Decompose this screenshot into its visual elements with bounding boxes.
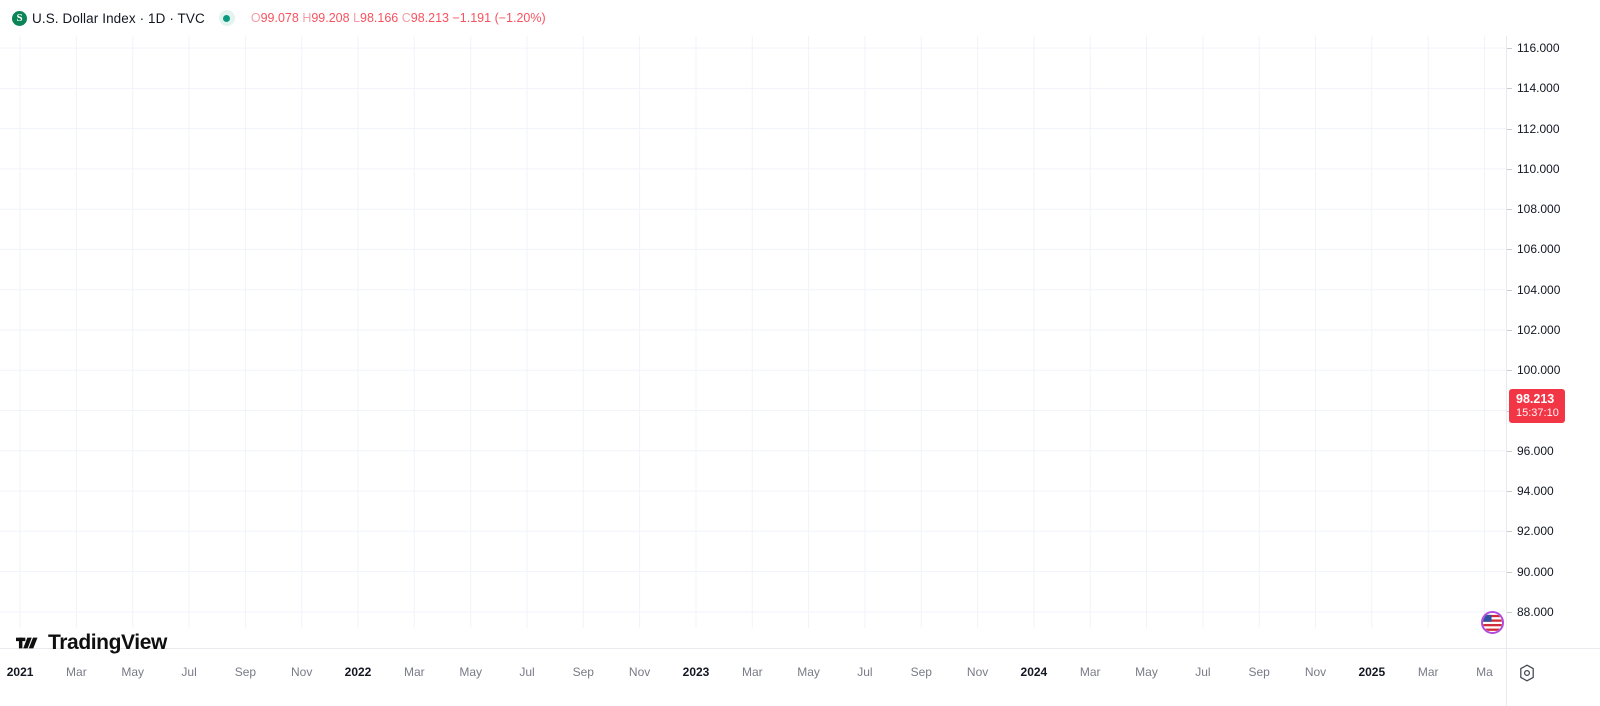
time-tick-month: May <box>1135 665 1158 679</box>
price-tick-label: 110.000 <box>1507 162 1560 176</box>
symbol-logo-icon: S <box>12 10 27 26</box>
ohlc-close-label: C <box>401 11 411 25</box>
time-tick-month: Mar <box>741 665 763 679</box>
tradingview-wordmark: TradingView <box>48 631 167 654</box>
ohlc-legend: O99.078 H99.208 L98.166 C98.213 −1.191 (… <box>251 11 546 25</box>
price-tick-label: 102.000 <box>1507 323 1560 337</box>
time-tick-year: 2024 <box>1020 665 1048 679</box>
tradingview-logo-icon <box>16 635 40 651</box>
price-tick-label: 100.000 <box>1507 363 1560 377</box>
current-price-line <box>0 36 1506 628</box>
price-axis[interactable]: 116.000 114.000 112.000 110.000 108.000 106.0… <box>1506 36 1600 648</box>
time-tick-month: Jul <box>519 665 535 679</box>
time-tick-month: Mar <box>1417 665 1439 679</box>
axis-corner <box>1506 648 1600 706</box>
time-tick-month: Sep <box>234 665 257 679</box>
time-tick-month: Sep <box>572 665 594 679</box>
time-tick-year: 2021 <box>6 665 34 679</box>
current-price-value: 98.213 <box>1516 392 1555 407</box>
price-tick-label: 116.000 <box>1507 41 1560 55</box>
chart-gridlines <box>0 36 1506 628</box>
time-axis[interactable]: 2021 Mar May Jul Sep Nov 2022 Mar May Jul Sep Nov 20… <box>0 648 1506 706</box>
time-tick-year: 2025 <box>1358 665 1386 679</box>
ohlc-open-value: 99.078 <box>260 11 299 25</box>
price-tick-label: 112.000 <box>1507 122 1560 136</box>
time-tick-month: Mar <box>403 665 425 679</box>
current-price-badge[interactable]: 98.213 15:37:10 <box>1509 389 1565 424</box>
tradingview-branding[interactable]: TradingView <box>16 631 167 655</box>
time-tick-month: Jul <box>857 665 873 679</box>
price-tick-label: 90.000 <box>1507 565 1554 579</box>
chart-header: S U.S. Dollar Index · 1D · TVC O99.078 H… <box>0 0 1600 36</box>
time-tick-month: Nov <box>1304 665 1327 679</box>
price-tick-label: 114.000 <box>1507 81 1560 95</box>
time-tick-month: Nov <box>966 665 989 679</box>
time-tick-month: Mar <box>1079 665 1101 679</box>
price-tick-label: 104.000 <box>1507 283 1560 297</box>
time-tick-year: 2022 <box>344 665 372 679</box>
time-tick-month: Nov <box>628 665 651 679</box>
price-tick-label: 106.000 <box>1507 242 1560 256</box>
ohlc-close-value: 98.213 <box>410 11 449 25</box>
ohlc-low-value: 98.166 <box>360 11 399 25</box>
time-tick-month: Jul <box>181 665 197 679</box>
time-tick-month: Nov <box>291 665 313 679</box>
time-tick-month: Ma <box>1476 665 1493 679</box>
price-tick-label: 92.000 <box>1507 524 1554 538</box>
time-tick-month: Jul <box>1195 665 1211 679</box>
chart-plot-area[interactable] <box>0 36 1506 628</box>
ohlc-open-label: O <box>250 11 261 25</box>
current-price-time: 15:37:10 <box>1516 406 1559 419</box>
us-flag-badge-icon[interactable] <box>1481 611 1504 634</box>
time-tick-month: May <box>121 665 145 679</box>
ohlc-high-value: 99.208 <box>311 11 350 25</box>
time-tick-month: Sep <box>1248 665 1270 679</box>
time-tick-month: Sep <box>910 665 932 679</box>
ohlc-change-percent: (−1.20%) <box>494 11 546 25</box>
market-status-dot-icon <box>218 10 235 26</box>
clock-settings-icon[interactable] <box>1516 663 1538 685</box>
time-tick-year: 2023 <box>682 665 710 679</box>
price-tick-label: 108.000 <box>1507 202 1560 216</box>
ohlc-high-label: H <box>302 11 312 25</box>
time-tick-month: May <box>459 665 483 679</box>
symbol-title[interactable]: U.S. Dollar Index · 1D · TVC <box>32 10 205 26</box>
price-tick-label: 96.000 <box>1507 444 1554 458</box>
ohlc-low-label: L <box>353 11 361 25</box>
ohlc-change: −1.191 <box>452 11 492 25</box>
time-tick-month: May <box>797 665 820 679</box>
price-tick-label: 88.000 <box>1507 605 1554 619</box>
price-tick-label: 94.000 <box>1507 484 1554 498</box>
time-tick-month: Mar <box>66 665 87 679</box>
